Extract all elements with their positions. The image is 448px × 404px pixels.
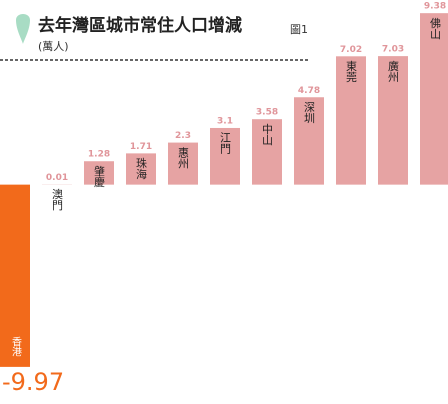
category-label: 廣州: [387, 59, 400, 82]
value-label: 3.1: [217, 116, 233, 126]
chart-title: 去年灣區城市常住人口增減: [38, 15, 242, 36]
category-label: 珠海: [135, 156, 148, 180]
bar: [84, 161, 114, 185]
bar: [252, 119, 282, 185]
bar: [0, 184, 30, 367]
value-label: 1.28: [88, 150, 110, 160]
value-label: 7.03: [382, 45, 404, 55]
bar: [210, 127, 240, 185]
bar: [168, 142, 198, 185]
value-label: 7.02: [340, 45, 362, 55]
value-label: 0.01: [46, 173, 68, 183]
category-label: 肇慶: [93, 164, 106, 188]
category-label: 東莞: [345, 60, 358, 83]
figure-label: 圖1: [290, 23, 308, 36]
value-label: 1.71: [130, 142, 152, 152]
plot-area: -9.97 香港 0.01 澳門 1.28 肇慶 1.71 珠海 2.3 惠州 3.1 江門 3.58 中…: [0, 2, 448, 396]
value-label: 3.58: [256, 108, 278, 118]
value-label: -9.97: [2, 368, 64, 396]
bar: [294, 97, 324, 185]
value-label: 2.3: [175, 131, 191, 141]
bar: [378, 56, 408, 185]
bar: [420, 13, 448, 185]
value-label: 4.78: [298, 86, 320, 96]
category-label: 江門: [219, 132, 232, 155]
bar: [126, 153, 156, 185]
category-label: 香港: [10, 337, 22, 357]
category-label: 惠州: [177, 145, 190, 168]
category-label: 中山: [261, 123, 274, 145]
title-box: [0, 0, 308, 60]
bar: [336, 56, 366, 185]
value-label: 9.38: [424, 2, 446, 12]
icon: [16, 14, 30, 44]
category-label: 深圳: [303, 101, 316, 123]
category-label: 澳門: [51, 188, 64, 211]
chart-subtitle: (萬人): [38, 40, 69, 53]
category-label: 佛山: [429, 17, 442, 39]
